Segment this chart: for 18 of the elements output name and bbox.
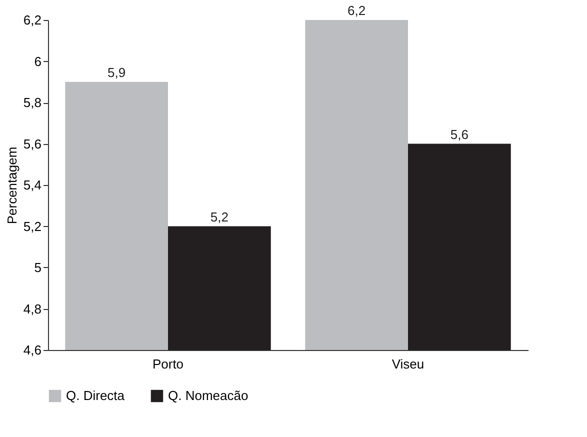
y-tick-label: 5,4 <box>23 178 42 192</box>
y-tick-label: 4,6 <box>23 342 42 358</box>
y-tick-label: 5,6 <box>23 136 42 152</box>
data-label: 5,6 <box>450 126 468 142</box>
y-tick-label: 6,2 <box>23 12 42 28</box>
x-tick-label: Viseu <box>392 356 424 372</box>
data-label: 5,9 <box>108 64 126 80</box>
legend-label: Q. Directa <box>66 388 126 403</box>
y-tick-label: 5,2 <box>23 218 42 234</box>
y-tick-label: 5 <box>34 260 42 275</box>
y-tick-label: 6 <box>34 54 42 69</box>
y-axis-title: Percentagem <box>4 146 20 224</box>
y-tick-label: 5,8 <box>23 95 42 110</box>
x-tick-label: Porto <box>152 356 184 372</box>
data-label: 5,2 <box>210 209 228 224</box>
legend-label: Q. Nomeacão <box>168 388 248 403</box>
data-label: 6,2 <box>348 3 366 18</box>
y-tick-label: 4,8 <box>23 301 42 316</box>
